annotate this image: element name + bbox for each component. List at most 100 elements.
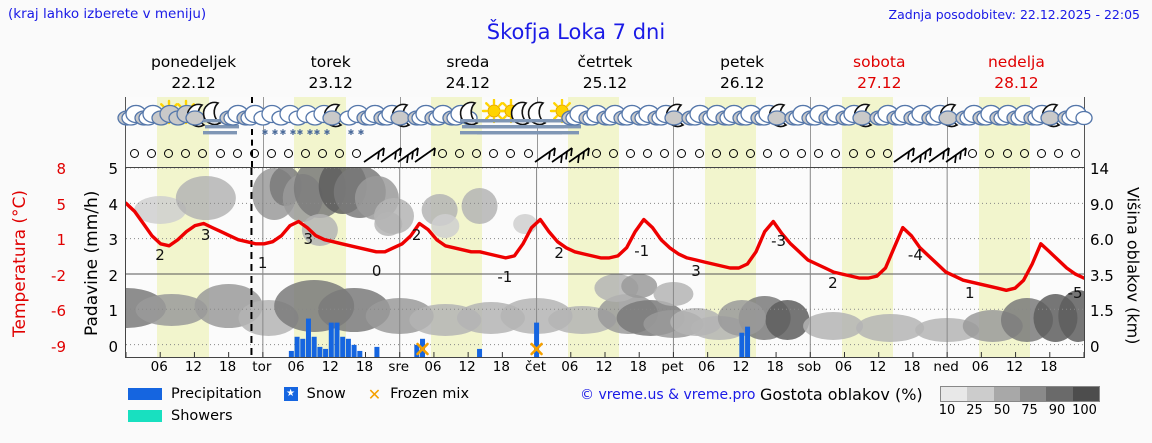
temperature-label-5: 2 [411,225,422,244]
wind-calm-icon [1002,149,1012,158]
x-tick-23: ned [933,359,959,375]
precipitation-tick-1: 4 [108,195,118,214]
wind-calm-icon [968,149,978,158]
legend-label-snow: Snow [306,386,346,402]
cloud-height-tick-5: 0 [1090,337,1100,356]
temperature-label-13: 1 [964,284,975,303]
wind-calm-icon [455,149,465,158]
x-tick-21: 12 [869,359,887,375]
day-separator-6 [947,97,949,167]
frozen-mix-icon: ✕ [367,384,382,404]
temperature-label-9: 3 [691,261,701,280]
weather-icon-moon-fog [508,99,548,141]
cloud-density-colorbar [940,386,1100,402]
weather-icon-moon [320,99,360,141]
day-name: nedelja [987,53,1045,71]
svg-text:✱: ✱ [306,128,313,137]
snow-icon: ★ [283,387,298,401]
wind-calm-icon [831,149,841,158]
wind-calm-icon [284,149,294,158]
temperature-tick-3: -2 [51,266,66,285]
density-tick-3: 75 [1021,403,1038,418]
weather-icon-moon-fog [525,99,565,141]
svg-text:✱: ✱ [262,128,269,137]
credit-link[interactable]: © vreme.us & vreme.pro [580,387,756,403]
x-tick-13: 12 [595,359,613,375]
wind-calm-icon [626,149,636,158]
temperature-tick-4: -6 [51,302,66,321]
wind-barb-icon [567,145,591,169]
wind-barb-icon [379,145,403,169]
svg-text:✱: ✱ [358,128,365,137]
x-tick-25: 12 [1005,359,1024,375]
day-separator-2 [399,97,401,167]
x-tick-19: sob [797,359,822,375]
density-swatch-5 [1072,387,1099,401]
legend-item-precipitation: Precipitation [128,386,262,402]
day-name: torek [310,53,351,71]
wind-calm-icon [352,149,362,158]
page-title: Škofja Loka 7 dni [486,20,666,44]
temperature-label-4: 0 [371,261,382,280]
svg-text:✱: ✱ [279,128,286,137]
x-tick-7: sre [388,359,409,375]
wind-calm-icon [643,149,653,158]
wind-calm-icon [523,149,533,158]
precipitation-tick-2: 3 [108,231,118,250]
wind-calm-icon [985,149,995,158]
x-tick-8: 06 [424,359,442,375]
weather-icon-moon-fog [200,99,240,141]
density-tick-1: 25 [966,403,983,418]
temperature-label-0: 2 [155,245,165,264]
wind-calm-icon [301,149,311,158]
weather-icon-moon [850,99,890,141]
temperature-axis-title: Temperatura (°C) [10,189,30,337]
cloud-height-tick-3: 3.5 [1090,266,1114,285]
wind-calm-icon [335,149,345,158]
precipitation-tick-5: 0 [108,337,118,356]
temperature-tick-2: 1 [56,231,66,250]
x-tick-12: 06 [561,359,579,375]
temperature-value-labels: 2 3 1 3 0 2 -1 2 -1 3 -3 2 -4 1 -5 [126,168,1084,357]
temperature-label-7: 2 [554,243,564,262]
day-date: 27.12 [857,74,902,92]
wind-calm-icon [506,149,516,158]
x-tick-9: 12 [458,359,476,375]
day-header-5: sobota 27.12 [811,52,948,96]
density-tick-0: 10 [938,403,956,418]
x-tick-10: 18 [492,359,510,375]
wind-calm-icon [472,149,482,158]
wind-calm-icon [198,149,208,158]
day-name: četrtek [577,53,633,71]
x-tick-20: 06 [834,359,853,375]
day-date: 22.12 [171,74,216,92]
day-header-strip: ponedeljek 22.12 torek 23.12 sreda 24.12 četrt… [125,52,1085,96]
x-tick-14: 18 [629,359,647,375]
day-header-2: sreda 24.12 [399,52,536,96]
wind-calm-icon [1036,149,1046,158]
day-date: 26.12 [719,74,765,92]
weather-icon-band: ✱ ✱ ✱ ✱ ✱ ✱ ✱ ✱ ✱ ✱ [116,97,1094,169]
menu-hint-text: (kraj lahko izberete v meniju) [8,6,207,22]
x-tick-15: pet [661,359,684,375]
legend-label-precipitation: Precipitation [171,386,262,402]
precipitation-tick-3: 2 [108,266,118,285]
weather-icon-cloud [1055,99,1095,141]
temperature-tick-0: 8 [56,160,66,178]
wind-barb-icon [909,145,933,169]
wind-calm-icon [1019,149,1029,158]
density-tick-4: 90 [1048,403,1066,418]
legend-label-frozen-mix: Frozen mix [390,386,470,402]
x-tick-0: 06 [150,359,168,375]
x-tick-18: 18 [766,359,784,375]
svg-text:✱: ✱ [323,128,330,137]
x-tick-26: 18 [1040,359,1058,375]
wind-calm-icon [763,149,773,158]
legend-item-snow: ★ Snow [283,386,346,402]
density-swatch-3 [1019,387,1047,401]
day-date: 23.12 [308,74,353,92]
day-header-1: torek 23.12 [262,52,399,96]
temperature-label-14: -5 [1067,284,1083,303]
cloud-density-title: Gostota oblakov (%) [760,385,923,404]
day-date: 28.12 [994,74,1039,92]
